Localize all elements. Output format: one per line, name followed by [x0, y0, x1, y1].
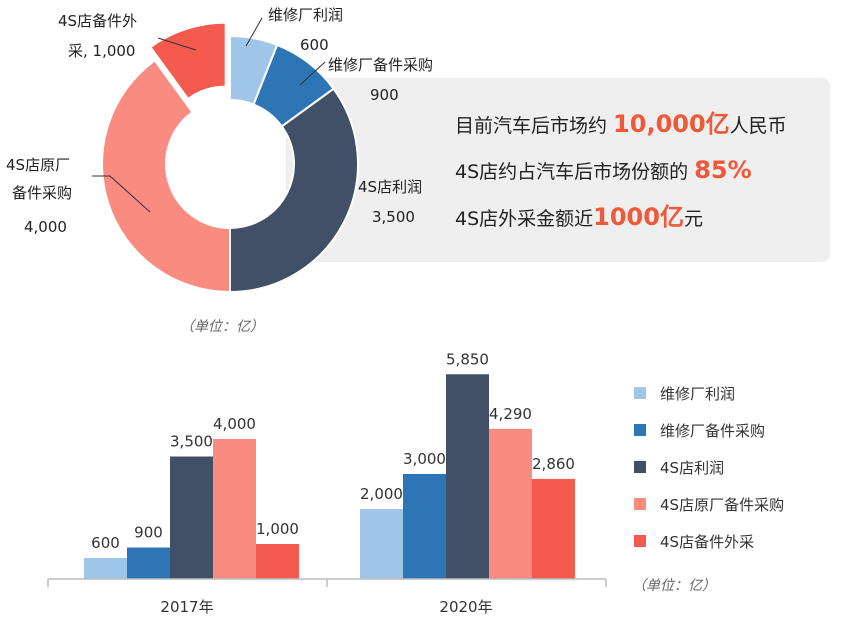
leader-line-1: [299, 61, 326, 86]
legend-swatch-4s-oem-parts: [634, 498, 646, 510]
pie-slice-4s-oem-parts: [101, 59, 231, 294]
bar-label-4s-profit-0: 3,500: [170, 433, 213, 451]
statement-external-purchase: 4S店外采金额近1000亿元: [455, 203, 703, 231]
pie-label-4s-profit-value: 3,500: [372, 208, 415, 226]
legend-label-repair-parts: 维修厂备件采购: [660, 422, 765, 440]
x-tick-label-2017: 2017年: [160, 598, 213, 616]
bar-label-repair-profit-1: 2,000: [360, 485, 403, 503]
bar-label-4s-profit-1: 5,850: [446, 350, 489, 368]
leader-line-2: [92, 175, 151, 213]
bar-label-repair-parts-0: 900: [134, 524, 163, 542]
x-tick-label-2020: 2020年: [439, 598, 492, 616]
pie-label-4s-profit-name: 4S店利润: [358, 178, 422, 196]
leader-line-3: [157, 37, 197, 51]
bar-repair-profit-1: [360, 509, 403, 579]
pie-label-repair-profit-value: 600: [300, 36, 329, 54]
pie-label-4s-external-line1: 4S店备件外: [58, 12, 137, 30]
statement-4s-share: 4S店约占汽车后市场份额的 85%: [455, 156, 752, 184]
pie-label-4s-oem-parts-name-line1: 4S店原厂: [6, 156, 70, 174]
leader-line-0: [245, 17, 263, 47]
legend-swatch-4s-external: [634, 535, 646, 547]
bar-label-4s-oem-parts-1: 4,290: [489, 405, 532, 423]
bar-label-4s-external-1: 2,860: [532, 455, 575, 473]
legend-label-4s-oem-parts: 4S店原厂备件采购: [660, 496, 784, 514]
bar-repair-parts-0: [127, 547, 170, 579]
pie-label-repair-profit-name: 维修厂利润: [268, 6, 343, 24]
bar-4s-profit-1: [446, 374, 489, 579]
bar-label-repair-profit-0: 600: [91, 534, 120, 552]
bar-4s-oem-parts-0: [213, 439, 256, 579]
pie-label-4s-oem-parts-name-line2: 备件采购: [12, 184, 72, 202]
bar-label-4s-oem-parts-0: 4,000: [213, 415, 256, 433]
legend-label-4s-profit: 4S店利润: [660, 459, 724, 477]
legend-label-repair-profit: 维修厂利润: [660, 385, 735, 403]
bar-4s-external-0: [256, 544, 299, 579]
bar-4s-oem-parts-1: [489, 428, 532, 579]
bar-4s-external-1: [532, 478, 575, 579]
pie-label-4s-oem-parts-value: 4,000: [24, 218, 67, 236]
legend-swatch-repair-parts: [634, 424, 646, 436]
bar-label-4s-external-0: 1,000: [256, 520, 299, 538]
pie-unit-label: （单位：亿）: [180, 319, 264, 335]
pie-label-repair-parts-name: 维修厂备件采购: [328, 56, 433, 74]
pie-slice-4s-profit: [229, 87, 359, 294]
summary-panel: [286, 78, 830, 262]
pie-label-4s-external-line2: 采, 1,000: [68, 42, 135, 60]
pie-label-repair-parts-value: 900: [370, 86, 399, 104]
legend-swatch-4s-profit: [634, 461, 646, 473]
legend-swatch-repair-profit: [634, 387, 646, 399]
bar-4s-profit-0: [170, 456, 213, 579]
statement-market-size: 目前汽车后市场约 10,000亿人民币: [455, 110, 787, 138]
bar-repair-profit-0: [84, 558, 127, 579]
bar-label-repair-parts-1: 3,000: [403, 450, 446, 468]
legend-label-4s-external: 4S店备件外采: [660, 533, 754, 551]
bar-repair-parts-1: [403, 474, 446, 579]
bar-unit-label: （单位：亿）: [632, 578, 716, 594]
